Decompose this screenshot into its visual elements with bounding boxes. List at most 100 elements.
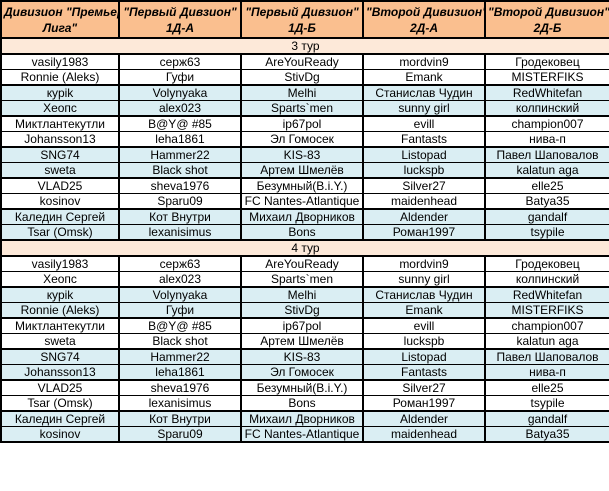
player-cell[interactable]: Ronnie (Aleks) (0, 302, 120, 319)
column-header-1d-a[interactable]: "Первый Дивзион" 1Д-А (118, 0, 242, 39)
player-cell[interactable]: Aldender (362, 410, 486, 427)
player-cell[interactable]: Volynyaka (118, 84, 242, 101)
player-cell[interactable]: Batya35 (484, 193, 609, 210)
player-cell[interactable]: lexanisimus (118, 224, 242, 241)
player-cell[interactable]: Безумный(B.i.Y.) (240, 379, 364, 396)
player-cell[interactable]: Volynyaka (118, 286, 242, 303)
player-cell[interactable]: Hammer22 (118, 348, 242, 365)
player-cell[interactable]: Emank (362, 302, 486, 319)
player-cell[interactable]: Гродековец (484, 255, 609, 272)
player-cell[interactable]: Хеопс (0, 100, 120, 117)
player-cell[interactable]: Артем Шмелёв (240, 333, 364, 350)
player-cell[interactable]: VLAD25 (0, 379, 120, 396)
player-cell[interactable]: Михаил Дворников (240, 410, 364, 427)
column-header-premier-league[interactable]: Дивизион "Премьер- Лига" (0, 0, 120, 39)
player-cell[interactable]: maidenhead (362, 193, 486, 210)
player-cell[interactable]: kosinov (0, 193, 120, 210)
player-cell[interactable]: Sparu09 (118, 193, 242, 210)
player-cell[interactable]: leha1861 (118, 131, 242, 148)
player-cell[interactable]: Fantasts (362, 131, 486, 148)
player-cell[interactable]: Артем Шмелёв (240, 162, 364, 179)
player-cell[interactable]: колпинский (484, 100, 609, 117)
player-cell[interactable]: sweta (0, 333, 120, 350)
player-cell[interactable]: Johansson13 (0, 131, 120, 148)
player-cell[interactable]: Каледин Сергей (0, 208, 120, 225)
player-cell[interactable]: Ronnie (Aleks) (0, 69, 120, 86)
player-cell[interactable]: Павел Шаповалов (484, 348, 609, 365)
round-banner[interactable]: 3 тур (0, 37, 609, 55)
column-header-2d-b[interactable]: "Второй Дивизион" 2Д-Б (484, 0, 609, 39)
player-cell[interactable]: Melhi (240, 84, 364, 101)
player-cell[interactable]: Melhi (240, 286, 364, 303)
player-cell[interactable]: evill (362, 115, 486, 132)
player-cell[interactable]: KIS-83 (240, 348, 364, 365)
player-cell[interactable]: Гуфи (118, 69, 242, 86)
player-cell[interactable]: sheva1976 (118, 177, 242, 194)
player-cell[interactable]: kosinov (0, 426, 120, 443)
player-cell[interactable]: leha1861 (118, 364, 242, 381)
player-cell[interactable]: серж63 (118, 53, 242, 70)
player-cell[interactable]: vasily1983 (0, 53, 120, 70)
player-cell[interactable]: luckspb (362, 162, 486, 179)
column-header-2d-a[interactable]: "Второй Дивизион" 2Д-А (362, 0, 486, 39)
player-cell[interactable]: alex023 (118, 271, 242, 288)
player-cell[interactable]: Станислав Чудин (362, 286, 486, 303)
player-cell[interactable]: Hammer22 (118, 146, 242, 163)
player-cell[interactable]: mordvin9 (362, 255, 486, 272)
player-cell[interactable]: SNG74 (0, 348, 120, 365)
player-cell[interactable]: RedWhitefan (484, 286, 609, 303)
player-cell[interactable]: Listopad (362, 348, 486, 365)
player-cell[interactable]: Безумный(B.i.Y.) (240, 177, 364, 194)
player-cell[interactable]: кypik (0, 84, 120, 101)
player-cell[interactable]: gandalf (484, 208, 609, 225)
player-cell[interactable]: MISTERFIKS (484, 302, 609, 319)
player-cell[interactable]: Bons (240, 224, 364, 241)
player-cell[interactable]: B@Y@ #85 (118, 115, 242, 132)
player-cell[interactable]: серж63 (118, 255, 242, 272)
player-cell[interactable]: Кот Внутри (118, 410, 242, 427)
player-cell[interactable]: Sparu09 (118, 426, 242, 443)
player-cell[interactable]: Гродековец (484, 53, 609, 70)
player-cell[interactable]: Aldender (362, 208, 486, 225)
player-cell[interactable]: SNG74 (0, 146, 120, 163)
player-cell[interactable]: sweta (0, 162, 120, 179)
player-cell[interactable]: кypik (0, 286, 120, 303)
player-cell[interactable]: Миктлантекутли (0, 115, 120, 132)
player-cell[interactable]: Гуфи (118, 302, 242, 319)
player-cell[interactable]: нива-п (484, 131, 609, 148)
player-cell[interactable]: Silver27 (362, 379, 486, 396)
player-cell[interactable]: Tsar (Omsk) (0, 395, 120, 412)
player-cell[interactable]: sheva1976 (118, 379, 242, 396)
player-cell[interactable]: AreYouReady (240, 255, 364, 272)
player-cell[interactable]: VLAD25 (0, 177, 120, 194)
player-cell[interactable]: Black shot (118, 333, 242, 350)
player-cell[interactable]: Павел Шаповалов (484, 146, 609, 163)
player-cell[interactable]: sunny girl (362, 271, 486, 288)
player-cell[interactable]: KIS-83 (240, 146, 364, 163)
player-cell[interactable]: Хеопс (0, 271, 120, 288)
player-cell[interactable]: FC Nantes-Atlantique (240, 426, 364, 443)
player-cell[interactable]: champion007 (484, 317, 609, 334)
player-cell[interactable]: Silver27 (362, 177, 486, 194)
player-cell[interactable]: StivDg (240, 302, 364, 319)
player-cell[interactable]: Tsar (Omsk) (0, 224, 120, 241)
player-cell[interactable]: MISTERFIKS (484, 69, 609, 86)
player-cell[interactable]: Johansson13 (0, 364, 120, 381)
player-cell[interactable]: Кот Внутри (118, 208, 242, 225)
player-cell[interactable]: elle25 (484, 379, 609, 396)
player-cell[interactable]: tsypile (484, 395, 609, 412)
player-cell[interactable]: Роман1997 (362, 224, 486, 241)
player-cell[interactable]: Batya35 (484, 426, 609, 443)
player-cell[interactable]: alex023 (118, 100, 242, 117)
player-cell[interactable]: kalatun aga (484, 333, 609, 350)
player-cell[interactable]: vasily1983 (0, 255, 120, 272)
player-cell[interactable]: нива-п (484, 364, 609, 381)
player-cell[interactable]: Sparts`men (240, 271, 364, 288)
player-cell[interactable]: Каледин Сергей (0, 410, 120, 427)
player-cell[interactable]: Эл Гомосек (240, 131, 364, 148)
player-cell[interactable]: gandalf (484, 410, 609, 427)
player-cell[interactable]: evill (362, 317, 486, 334)
player-cell[interactable]: Bons (240, 395, 364, 412)
player-cell[interactable]: Михаил Дворников (240, 208, 364, 225)
player-cell[interactable]: Black shot (118, 162, 242, 179)
